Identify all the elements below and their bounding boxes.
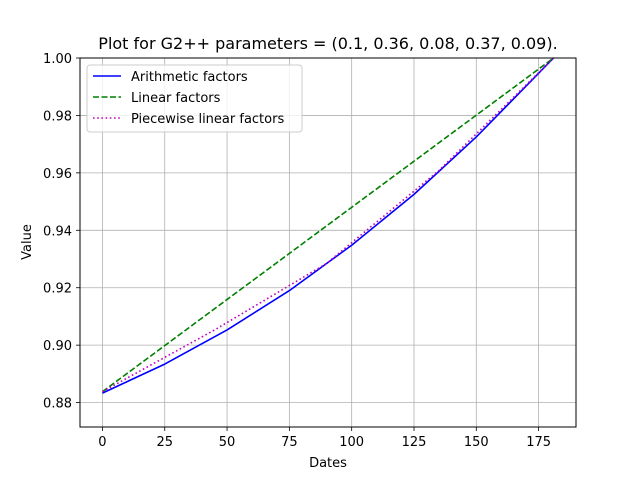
chart-title: Plot for G2++ parameters = (0.1, 0.36, 0… xyxy=(98,34,557,53)
y-tick-label: 1.00 xyxy=(43,52,72,67)
x-tick-label: 125 xyxy=(402,435,427,450)
legend-label-piecewise: Piecewise linear factors xyxy=(131,112,284,127)
x-tick-label: 175 xyxy=(526,435,551,450)
x-tick-label: 100 xyxy=(339,435,364,450)
y-tick-label: 0.92 xyxy=(43,282,72,297)
x-tick-label: 75 xyxy=(281,435,298,450)
y-tick-label: 0.88 xyxy=(43,397,72,412)
x-axis-ticks: 0 25 50 75 100 125 150 175 xyxy=(98,427,551,450)
x-tick-label: 150 xyxy=(464,435,489,450)
y-axis-ticks: 0.88 0.90 0.92 0.94 0.96 0.98 1.00 xyxy=(43,52,80,412)
y-tick-label: 0.98 xyxy=(43,109,72,124)
series-line-0 xyxy=(102,57,555,394)
y-tick-label: 0.90 xyxy=(43,339,72,354)
series-line-1 xyxy=(101,57,555,393)
legend: Arithmetic factors Linear factors Piecew… xyxy=(86,64,303,133)
plot-area-frame xyxy=(79,57,577,428)
series-line-2 xyxy=(102,57,555,393)
x-tick-label: 0 xyxy=(98,435,106,450)
series-layer xyxy=(101,57,555,394)
legend-label-arithmetic: Arithmetic factors xyxy=(131,70,248,85)
y-tick-label: 0.96 xyxy=(43,167,72,182)
y-axis-label: Value xyxy=(20,224,35,260)
x-tick-label: 50 xyxy=(219,435,236,450)
y-tick-label: 0.94 xyxy=(43,224,72,239)
x-axis-label: Dates xyxy=(309,456,347,471)
x-tick-label: 25 xyxy=(156,435,173,450)
legend-label-linear: Linear factors xyxy=(131,91,221,106)
legend-box xyxy=(86,64,303,133)
